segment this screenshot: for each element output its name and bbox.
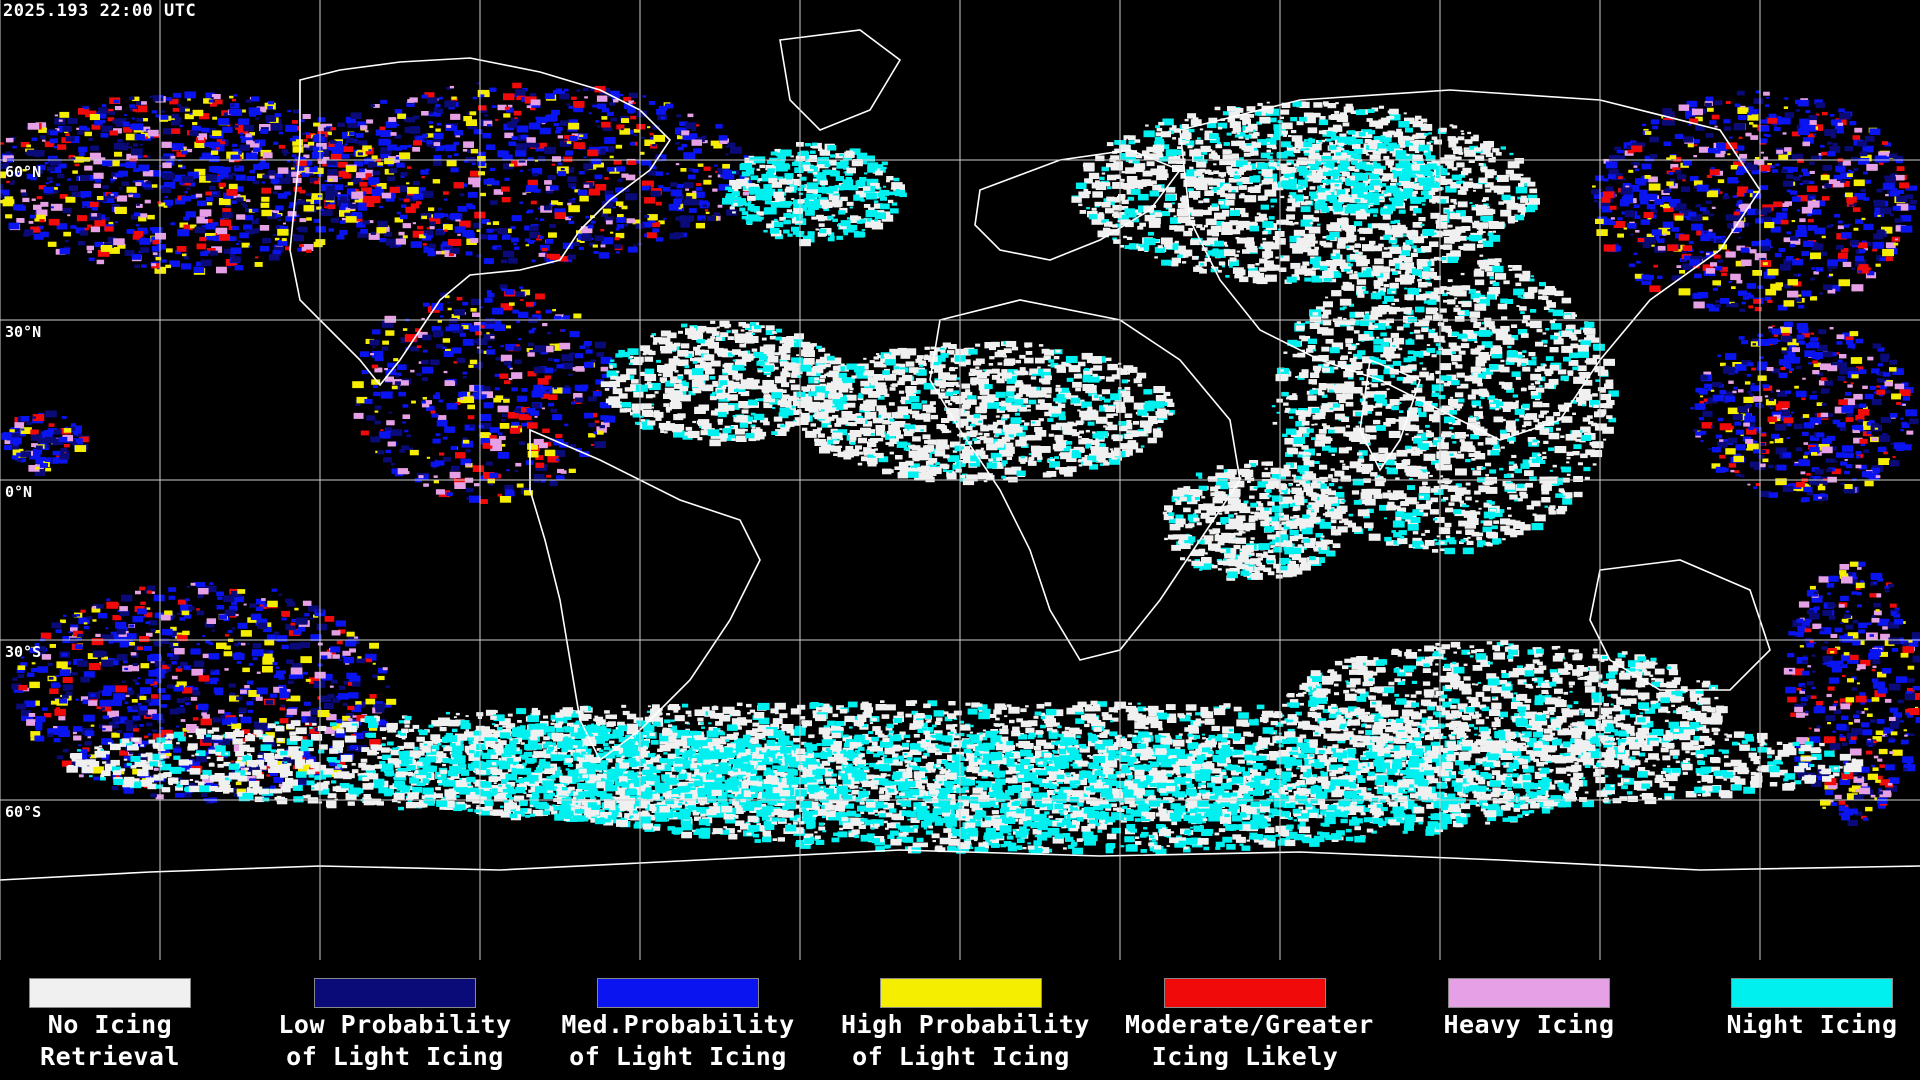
legend-label-line1: No Icing — [47, 1010, 173, 1039]
legend-label-line1: Med.Probability — [561, 1010, 795, 1039]
icing-map — [0, 0, 1920, 960]
legend-swatch — [1448, 978, 1610, 1008]
lat-label-30s: 30°S — [5, 643, 42, 661]
legend-label-line1: Moderate/Greater — [1125, 1010, 1374, 1039]
legend-label-line2: of Light Icing — [286, 1042, 504, 1071]
legend-label-line1: Heavy Icing — [1443, 1010, 1615, 1039]
lat-lon-grid — [0, 0, 1920, 960]
lat-label-equator: 0°N — [5, 483, 33, 501]
legend-item-night: Night Icing — [1692, 978, 1920, 1042]
legend-item-heavy: Heavy Icing — [1409, 978, 1649, 1042]
legend-label-line1: Night Icing — [1726, 1010, 1898, 1039]
legend-label-line2: Icing Likely — [1151, 1042, 1339, 1071]
legend-label-line1: High Probability — [841, 1010, 1090, 1039]
timestamp: 2025.193 22:00 UTC — [3, 1, 197, 21]
legend-swatch — [1164, 978, 1326, 1008]
lat-label-60n: 60°N — [5, 163, 42, 181]
legend-label-line2: Retrieval — [40, 1042, 180, 1071]
legend-swatch — [29, 978, 191, 1008]
legend: No Icing Retrieval Low Probability of Li… — [0, 960, 1920, 1080]
legend-swatch — [314, 978, 476, 1008]
lat-label-60s: 60°S — [5, 803, 42, 821]
legend-label-line2: of Light Icing — [569, 1042, 787, 1071]
legend-item-high-prob: High Probability of Light Icing — [841, 978, 1090, 1072]
legend-item-no-icing: No Icing Retrieval — [0, 978, 230, 1072]
legend-item-med-prob: Med.Probability of Light Icing — [558, 978, 798, 1072]
legend-item-low-prob: Low Probability of Light Icing — [275, 978, 515, 1072]
legend-swatch — [880, 978, 1042, 1008]
legend-label-line2: of Light Icing — [852, 1042, 1070, 1071]
legend-swatch — [597, 978, 759, 1008]
legend-label-line1: Low Probability — [278, 1010, 512, 1039]
legend-item-moderate: Moderate/Greater Icing Likely — [1125, 978, 1374, 1072]
legend-swatch — [1731, 978, 1893, 1008]
lat-label-30n: 30°N — [5, 323, 42, 341]
